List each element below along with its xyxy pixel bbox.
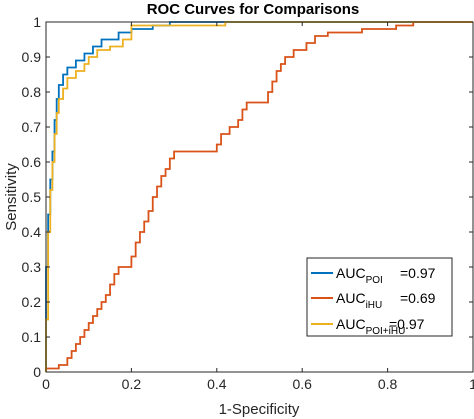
legend-entry-3: AUCPOI+iHU=0.97 bbox=[311, 316, 425, 337]
x-tick-label: 0.4 bbox=[207, 376, 227, 392]
series-line-3 bbox=[45, 21, 473, 372]
y-tick-label: 0.8 bbox=[22, 84, 42, 100]
x-axis-label: 1-Specificity bbox=[219, 401, 300, 418]
y-tick-label: 0.1 bbox=[22, 329, 42, 345]
legend-label: AUCPOI bbox=[336, 265, 383, 286]
x-tick-label: 0.6 bbox=[292, 376, 312, 392]
y-tick-label: 0.9 bbox=[22, 49, 42, 65]
y-tick-label: 0.3 bbox=[22, 259, 42, 275]
legend-entry-1: AUCPOI =0.97 bbox=[311, 265, 436, 286]
chart-title: ROC Curves for Comparisons bbox=[147, 1, 360, 18]
legend-value: =0.97 bbox=[389, 316, 425, 332]
x-tick-label: 0 bbox=[42, 376, 50, 392]
legend-label: AUCPOI+iHU bbox=[336, 316, 405, 337]
legend-value: =0.69 bbox=[400, 290, 436, 306]
x-tick-label: 1 bbox=[469, 376, 474, 392]
y-tick-label: 0.4 bbox=[22, 224, 42, 240]
y-tick-label: 0.7 bbox=[22, 119, 42, 135]
x-tick-label: 0.2 bbox=[122, 376, 142, 392]
y-tick-label: 0.2 bbox=[22, 294, 42, 310]
series-line-2 bbox=[45, 21, 473, 372]
y-tick-label: 0.6 bbox=[22, 154, 42, 170]
y-tick-label: 0.5 bbox=[22, 189, 42, 205]
series-layer bbox=[45, 21, 473, 372]
x-tick-label: 0.8 bbox=[378, 376, 398, 392]
ticks-layer: 0 0.2 0.4 0.6 0.8 1 0 0.1 0.2 0.3 0.4 0.5 0.6 0.7 0.8 0… bbox=[22, 14, 474, 392]
y-axis-label: Sensitivity bbox=[3, 163, 20, 231]
y-tick-label: 1 bbox=[33, 14, 41, 30]
legend-value: =0.97 bbox=[400, 265, 436, 281]
legend-label: AUCiHU bbox=[336, 290, 382, 311]
y-tick-label: 0 bbox=[33, 364, 41, 380]
legend-entry-2: AUCiHU =0.69 bbox=[311, 290, 436, 311]
